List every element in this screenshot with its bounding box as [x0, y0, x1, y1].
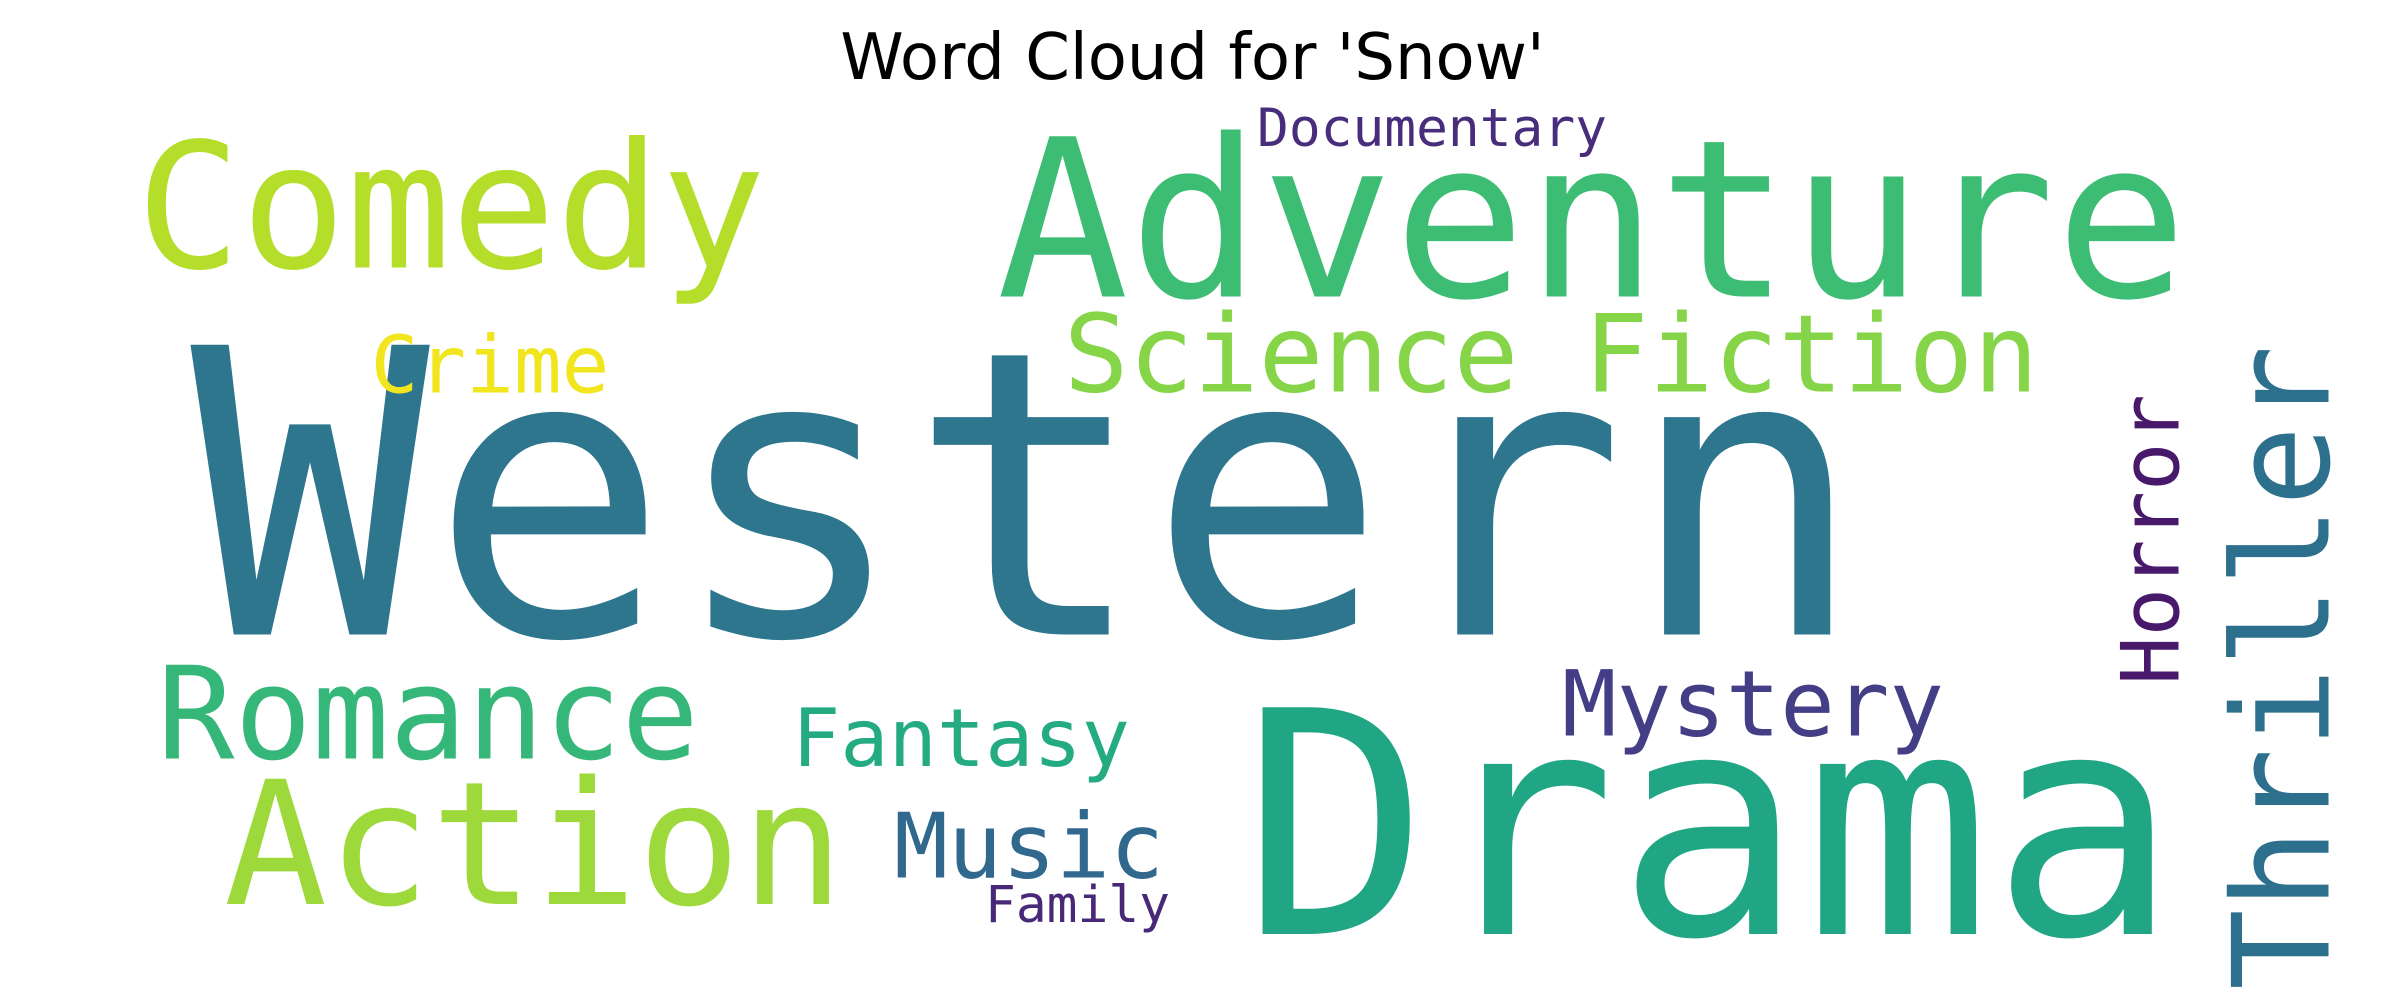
word-mystery: Mystery [1562, 653, 1944, 758]
chart-title: Word Cloud for 'Snow' [840, 21, 1545, 95]
word-family: Family [985, 875, 1170, 935]
word-documentary: Documentary [1257, 98, 1607, 159]
word-action: Action [224, 745, 844, 945]
word-romance: Romance [157, 641, 699, 790]
word-horror: Horror [2104, 394, 2198, 685]
word-crime: Crime [371, 319, 610, 412]
word-thriller: Thriller [2205, 345, 2361, 990]
word-fantasy: Fantasy [792, 692, 1130, 785]
word-western: Western [190, 266, 1865, 729]
word-science-fiction: Science Fiction [1064, 293, 2039, 418]
word-music: Music [894, 796, 1164, 900]
word-drama: Drama [1242, 646, 2179, 1006]
word-comedy: Comedy [136, 107, 766, 310]
word-adventure: Adventure [996, 93, 2187, 349]
